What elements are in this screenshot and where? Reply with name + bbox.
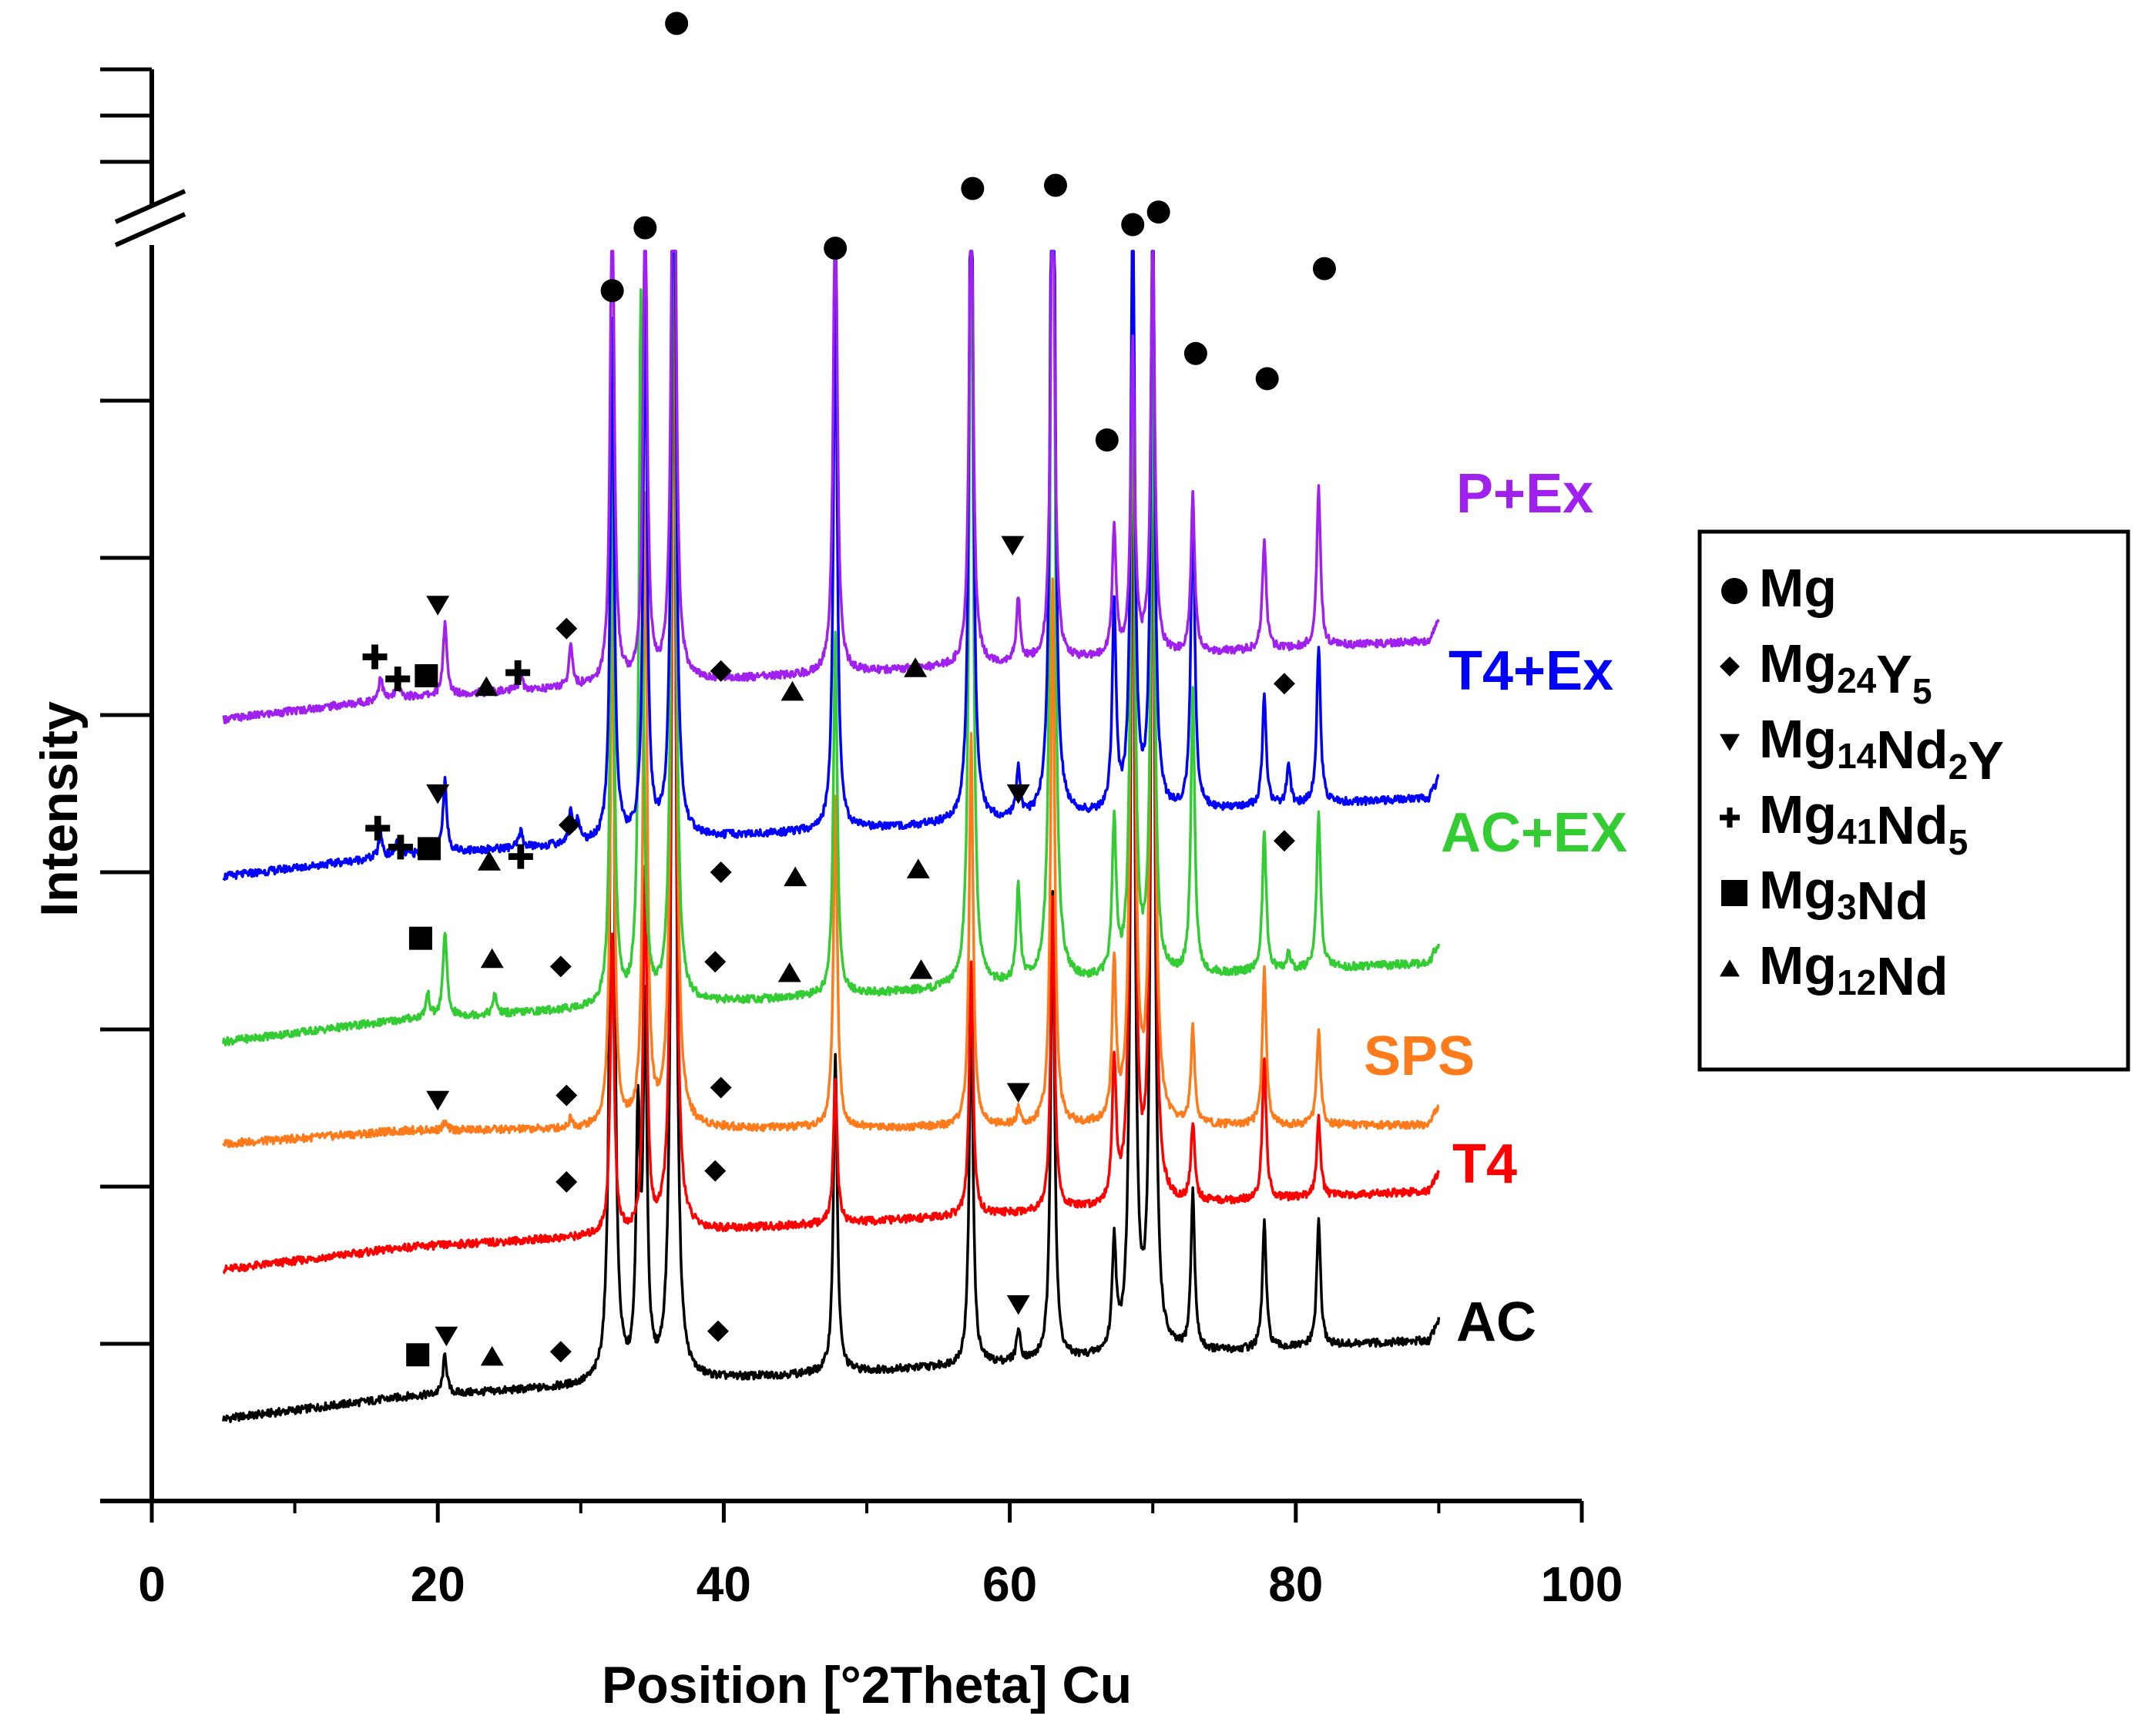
phase-marker-diamond bbox=[558, 814, 580, 836]
phase-marker-triangle-down bbox=[426, 596, 450, 616]
phase-marker-diamond bbox=[710, 1076, 732, 1099]
series-label-t4: T4 bbox=[1452, 1133, 1517, 1195]
phase-marker-circle bbox=[1043, 173, 1067, 197]
series-layer bbox=[222, 250, 1441, 1423]
x-tick-label: 60 bbox=[982, 1556, 1037, 1612]
phase-marker-circle bbox=[961, 176, 985, 200]
phase-marker-triangle-up bbox=[475, 676, 498, 697]
phase-marker-triangle-down bbox=[1006, 1083, 1030, 1103]
phase-marker-triangle-up bbox=[777, 962, 801, 982]
phase-marker-diamond bbox=[556, 617, 578, 640]
phase-marker-triangle-up bbox=[480, 1345, 504, 1366]
series-line-sps bbox=[222, 250, 1440, 1149]
axis-break-mark bbox=[114, 212, 186, 247]
legend-icon-triangle-up bbox=[1720, 959, 1740, 977]
legend-label: Mg14Nd2Y bbox=[1759, 709, 2004, 791]
phase-marker-triangle-down bbox=[1006, 784, 1030, 804]
legend-icon-square bbox=[1721, 880, 1747, 906]
legend-label: Mg24Y5 bbox=[1759, 633, 1932, 711]
x-tick-label: 20 bbox=[411, 1556, 465, 1612]
axis-break-mark bbox=[114, 189, 186, 224]
series-line-ac-ex bbox=[222, 250, 1441, 1046]
x-tick-label: 100 bbox=[1541, 1556, 1623, 1612]
legend-label: Mg41Nd5 bbox=[1759, 784, 1968, 862]
axes: 0 20 40 60 80 100 bbox=[100, 67, 1623, 1612]
legend-label: Mg bbox=[1759, 558, 1837, 618]
phase-marker-triangle-up bbox=[478, 851, 502, 871]
phase-marker-triangle-down bbox=[426, 1090, 450, 1111]
series-labels: AC T4 SPS AC+EX T4+Ex P+Ex bbox=[1364, 463, 1627, 1353]
series-line-p-ex bbox=[222, 250, 1440, 724]
phase-marker-circle bbox=[633, 216, 657, 240]
phase-marker-diamond bbox=[707, 1320, 729, 1342]
phase-marker-square bbox=[406, 1343, 430, 1367]
legend-label: Mg12Nd bbox=[1759, 935, 1949, 1006]
legend-icon-triangle-down bbox=[1720, 734, 1740, 751]
phase-marker-plus bbox=[508, 844, 533, 869]
phase-marker-plus bbox=[385, 667, 411, 692]
phase-marker-diamond bbox=[704, 951, 727, 973]
phase-marker-triangle-up bbox=[480, 948, 504, 969]
phase-marker-triangle-up bbox=[904, 657, 928, 677]
phase-marker-diamond bbox=[549, 955, 572, 978]
legend-icon-plus bbox=[1720, 808, 1740, 828]
phase-marker-circle bbox=[1146, 200, 1170, 224]
phase-marker-diamond bbox=[1273, 673, 1295, 695]
legend-box bbox=[1697, 529, 2130, 1072]
phase-marker-plus bbox=[365, 815, 391, 841]
phase-marker-triangle-down bbox=[435, 1326, 458, 1347]
phase-marker-triangle-up bbox=[784, 866, 807, 887]
x-axis-title: Position [°2Theta] Cu bbox=[602, 1656, 1132, 1714]
series-label-p-ex: P+Ex bbox=[1456, 463, 1593, 525]
series-label-t4-ex: T4+Ex bbox=[1448, 640, 1613, 702]
phase-marker-triangle-down bbox=[1001, 536, 1025, 556]
y-axis-title: Intensity bbox=[30, 701, 89, 917]
series-line-ac bbox=[222, 250, 1441, 1423]
phase-marker-diamond bbox=[1273, 830, 1295, 852]
phase-marker-plus bbox=[505, 660, 531, 685]
phase-marker-circle bbox=[1312, 257, 1336, 280]
phase-marker-circle bbox=[1255, 367, 1279, 391]
phase-marker-triangle-up bbox=[780, 680, 804, 701]
series-label-ac: AC bbox=[1456, 1291, 1536, 1353]
series-label-ac-ex: AC+EX bbox=[1441, 802, 1627, 864]
phase-marker-square bbox=[418, 837, 441, 861]
legend-label: Mg3Nd bbox=[1759, 860, 1928, 931]
phase-marker-triangle-up bbox=[909, 959, 933, 979]
phase-marker-diamond bbox=[556, 1084, 578, 1106]
phase-marker-triangle-down bbox=[426, 784, 450, 804]
x-tick-label: 0 bbox=[138, 1556, 166, 1612]
phase-marker-plus bbox=[362, 644, 388, 670]
x-tick-label: 40 bbox=[697, 1556, 751, 1612]
phase-marker-diamond bbox=[549, 1341, 572, 1363]
phase-marker-diamond bbox=[704, 1160, 727, 1182]
phase-marker-triangle-down bbox=[1006, 1295, 1030, 1315]
phase-marker-circle bbox=[665, 12, 689, 35]
x-tick-label: 80 bbox=[1268, 1556, 1323, 1612]
phase-marker-square bbox=[408, 926, 432, 950]
phase-marker-circle bbox=[1121, 213, 1145, 237]
series-line-t4 bbox=[222, 250, 1440, 1274]
phase-marker-circle bbox=[600, 279, 624, 303]
phase-marker-circle bbox=[1183, 341, 1207, 365]
phase-marker-triangle-up bbox=[906, 858, 930, 878]
phase-marker-plus bbox=[388, 834, 413, 860]
phase-marker-diamond bbox=[710, 660, 732, 682]
legend-icon-diamond bbox=[1720, 656, 1740, 677]
phase-marker-diamond bbox=[556, 1170, 578, 1193]
phase-marker-circle bbox=[824, 237, 848, 260]
phase-marker-square bbox=[415, 664, 438, 687]
phase-marker-layer bbox=[362, 12, 1336, 1367]
phase-marker-circle bbox=[1095, 428, 1119, 452]
legend-icon-circle bbox=[1721, 578, 1747, 604]
phase-marker-diamond bbox=[710, 861, 732, 883]
series-label-sps: SPS bbox=[1364, 1026, 1475, 1087]
